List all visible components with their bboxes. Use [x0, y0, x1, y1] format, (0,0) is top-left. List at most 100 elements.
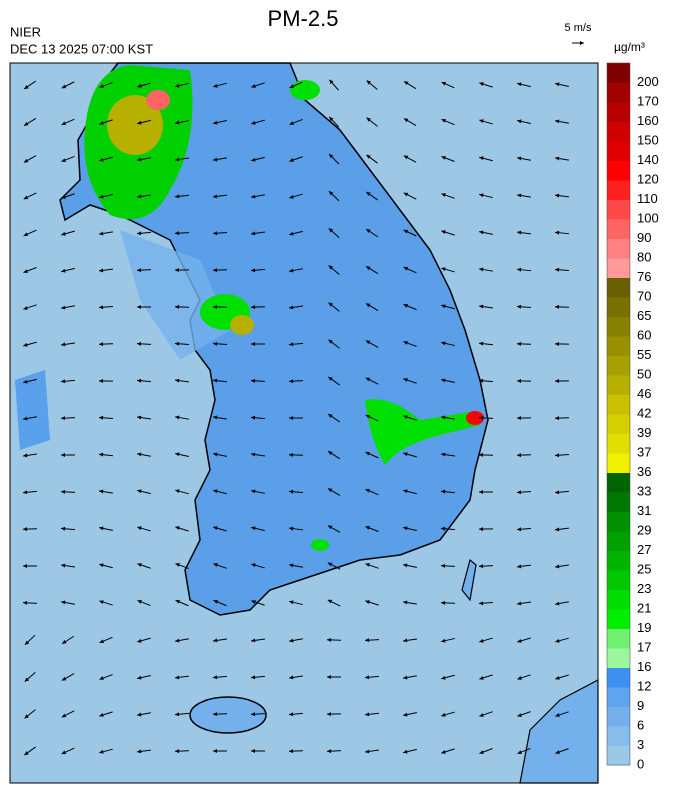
colorbar-label: 0	[637, 756, 644, 771]
arrow-head	[61, 379, 66, 384]
wind-arrow	[403, 452, 417, 458]
wind-arrow	[288, 749, 304, 754]
wind-arrow	[365, 451, 379, 459]
arrow-head	[517, 304, 522, 309]
arrow-head	[137, 304, 142, 309]
wind-arrow	[517, 747, 531, 755]
arrow-head	[441, 675, 446, 680]
arrow-head	[289, 712, 294, 717]
wind-arrow	[136, 378, 152, 383]
wind-arrow	[137, 563, 151, 569]
arrow-head	[365, 451, 371, 456]
jeju	[189, 696, 267, 734]
arrow-head	[99, 563, 104, 568]
arrow-head	[441, 81, 447, 86]
wind-arrow	[251, 489, 265, 494]
wind-arrow	[213, 157, 227, 162]
colorbar-label: 46	[637, 386, 651, 401]
colorbar-label: 65	[637, 308, 651, 323]
wind-arrow	[365, 526, 379, 532]
wind-arrow	[98, 378, 114, 383]
arrow-head	[517, 638, 522, 643]
arrow-head	[403, 675, 408, 680]
wind-arrow	[174, 378, 190, 383]
wind-arrow	[99, 563, 113, 569]
arrow-head	[441, 712, 446, 717]
arrow-head	[61, 526, 66, 531]
wind-arrow	[403, 638, 417, 643]
wind-arrow	[212, 712, 228, 717]
datetime: DEC 13 2025 07:00 KST	[10, 41, 153, 56]
color-swatch	[607, 63, 630, 83]
wind-arrow	[251, 119, 265, 125]
color-swatch	[607, 141, 630, 161]
arrow-head	[441, 156, 446, 160]
wind-arrow	[516, 416, 532, 421]
arrow-head	[479, 564, 484, 569]
arrow-head	[251, 120, 256, 125]
wind-arrow	[326, 749, 342, 754]
wind-arrow	[403, 489, 417, 495]
colorbar: 0369121617192123252729313336373942465055…	[606, 62, 659, 771]
wind-arrow	[554, 230, 570, 235]
arrow-head	[327, 525, 333, 530]
wind-arrow	[441, 674, 455, 680]
arrow-head	[555, 750, 560, 754]
arrow-head	[403, 712, 408, 717]
wind-arrow	[212, 638, 228, 643]
wind-arrow	[250, 268, 266, 273]
arrow-head	[403, 526, 408, 531]
wind-arrow	[516, 378, 532, 383]
color-swatch	[607, 316, 630, 337]
wind-arrow	[23, 192, 37, 200]
wind-arrow	[99, 674, 113, 680]
arrow-head	[441, 489, 446, 494]
arrow-head	[175, 563, 180, 567]
arrow-head	[23, 195, 29, 200]
arrow-head	[517, 156, 522, 161]
wind-arrow	[517, 119, 531, 124]
wind-arrow	[328, 190, 340, 202]
wind-arrow	[174, 304, 190, 309]
color-swatch	[607, 238, 630, 259]
wind-arrow	[441, 267, 455, 273]
arrow-head	[137, 120, 142, 125]
wind-arrow	[213, 82, 227, 88]
wind-arrow	[175, 82, 189, 88]
wind-arrow	[24, 634, 36, 646]
wind-arrow	[136, 341, 152, 346]
wind-arrow	[403, 712, 417, 717]
arrow-head	[441, 193, 446, 197]
arrow-head	[213, 489, 218, 494]
wind-arrow	[479, 119, 493, 125]
high-pm-area	[311, 539, 329, 551]
arrow-head	[137, 378, 142, 383]
wind-arrow	[328, 227, 340, 239]
arrow-head	[99, 489, 104, 494]
arrow-head	[23, 232, 29, 237]
wind-arrow	[174, 712, 190, 717]
color-swatch	[607, 511, 630, 532]
arrow-head	[251, 231, 256, 236]
wind-arrow	[23, 80, 37, 90]
arrow-head	[403, 341, 408, 345]
arrow-head	[289, 268, 294, 273]
wind-arrow	[327, 450, 341, 460]
arrow-head	[213, 563, 218, 567]
color-swatch	[607, 277, 630, 298]
arrow-head	[23, 306, 28, 310]
arrow-head	[403, 155, 409, 160]
arrow-head	[289, 121, 294, 125]
arrow-head	[175, 638, 180, 643]
colorbar-label: 17	[637, 639, 651, 654]
wind-arrow	[328, 302, 340, 312]
arrow-head	[479, 193, 484, 198]
wind-arrow	[60, 342, 76, 347]
arrow-head	[137, 489, 142, 494]
wind-arrow	[365, 340, 379, 348]
arrow-head	[24, 677, 30, 682]
wind-arrow	[403, 415, 417, 421]
wind-arrow	[327, 525, 341, 533]
wind-arrow	[554, 379, 570, 384]
wind-arrow	[403, 378, 417, 384]
